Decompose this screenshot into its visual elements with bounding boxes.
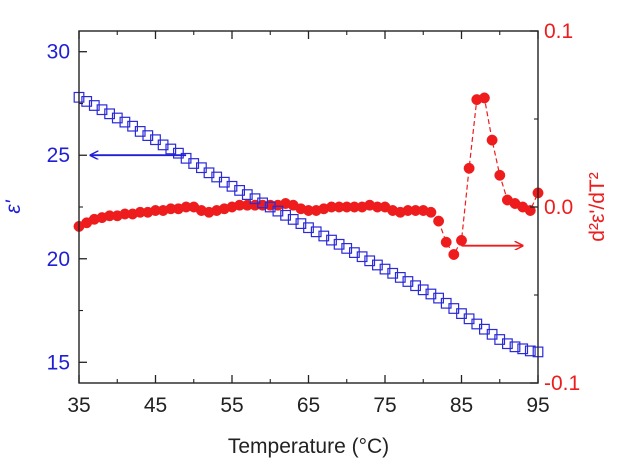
series-left-point [226, 180, 238, 192]
annotation-layer [91, 155, 523, 246]
x-tick-label: 95 [526, 394, 549, 417]
y-axis-right-title: d²ε'/dT² [586, 172, 609, 241]
series-left-point [410, 280, 421, 292]
series-right-point [486, 134, 498, 146]
series-left-point [264, 201, 276, 213]
series-left-point [81, 95, 93, 107]
x-tick-label: 65 [297, 394, 320, 417]
series-left-point [356, 251, 368, 263]
series-right-point [448, 249, 460, 260]
series-left-point [402, 276, 414, 287]
x-axis-title: Temperature (°C) [228, 435, 389, 458]
series-left-point [157, 139, 169, 151]
series-left-point [387, 267, 399, 279]
x-tick-label: 45 [144, 394, 167, 417]
series-left-point [295, 218, 307, 230]
series-left-point [188, 158, 200, 169]
series-left-point [257, 197, 268, 209]
y-right-tick-label: 0.0 [544, 196, 573, 219]
x-tick-label: 55 [220, 394, 243, 417]
y-axis-left-title: ε' [2, 199, 25, 213]
series-left-point [502, 338, 513, 350]
x-tick-label: 75 [373, 394, 396, 417]
series-right-connector-line [438, 97, 539, 256]
series-right-point [524, 205, 536, 216]
series-left-point [349, 247, 360, 259]
series-left-point [341, 243, 353, 254]
y-left-tick-label: 30 [47, 41, 70, 64]
series-right-point [494, 169, 506, 181]
series-right-point [463, 162, 475, 174]
series-left-point [119, 116, 131, 128]
series-left-point [425, 288, 437, 300]
series-left-point [326, 234, 337, 246]
series-left-point [318, 230, 330, 242]
series-left-point [287, 214, 299, 225]
series-left-point [303, 222, 314, 234]
series-left-point [517, 343, 529, 355]
series-left-point [96, 104, 108, 116]
series-left-point [394, 272, 406, 283]
y-right-tick-label: 0.1 [544, 20, 573, 43]
y-left-tick-label: 25 [47, 144, 70, 167]
series-right-point [456, 234, 467, 246]
series-right-point [440, 236, 452, 248]
y-left-tick-label: 15 [47, 351, 70, 374]
series-right-point [478, 92, 490, 104]
series-left-point [272, 205, 284, 217]
series-left-point [310, 226, 322, 238]
axes-layer: 35 45 55 65 75 85 95 15 20 25 30 -0.1 0.0 0.1 [47, 20, 581, 417]
series-left-point [104, 108, 116, 120]
x-tick-label: 35 [67, 394, 90, 417]
series-left-point [203, 167, 215, 179]
series-left-point [241, 189, 253, 201]
series-left-point [524, 345, 536, 357]
y-left-tick-label: 20 [47, 248, 70, 271]
series-left-point [234, 185, 246, 196]
series-right-point [425, 206, 437, 218]
series-left-point [165, 143, 177, 155]
series-left-point [218, 176, 230, 188]
series-right-point [433, 215, 445, 227]
x-tick-label: 85 [450, 394, 473, 417]
series-left-axis [73, 91, 544, 358]
series-left-point [333, 238, 345, 250]
series-left-point [111, 112, 123, 124]
series-left-point [372, 259, 383, 271]
series-left-point [509, 341, 521, 353]
series-left-point [142, 130, 154, 142]
series-left-point [280, 209, 291, 221]
series-right-axis [73, 92, 544, 260]
series-left-point [494, 334, 506, 345]
y-right-tick-label: -0.1 [544, 372, 580, 395]
